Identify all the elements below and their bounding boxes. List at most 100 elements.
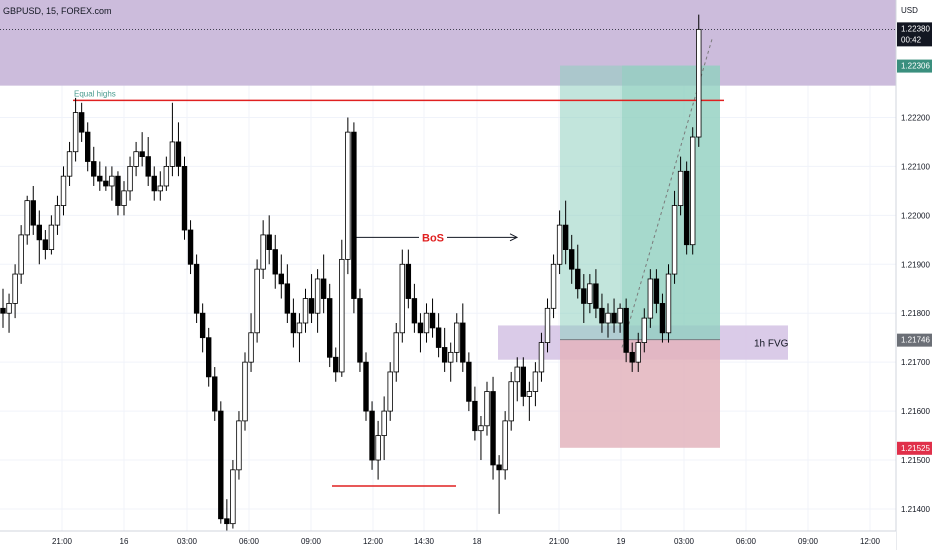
candle-bear [593,283,599,309]
time-tick-label: 19 [617,537,626,546]
candle-bear [42,239,49,250]
price-tick-label: 1.21800 [901,309,930,318]
candle-bull [544,307,551,343]
candle-bear [369,410,375,461]
candle-bull [127,165,133,192]
candle-bear [599,307,605,324]
time-tick-label: 06:00 [239,537,260,546]
candle-bull [647,278,654,319]
time-tick-label: 16 [120,537,129,546]
candle-bear [278,273,284,285]
candle-bear [175,141,182,167]
candle-bull [526,391,533,397]
candle-bull [393,332,399,373]
candle-bear [405,263,412,299]
candle-bear [218,410,224,520]
candle-bear [139,151,145,158]
candle-bull [60,175,67,206]
currency-label: USD [901,6,918,15]
candles [0,14,702,539]
price-tick-label: 1.22000 [901,211,930,220]
candle-bear [320,278,327,299]
candle-bear [623,307,629,353]
time-tick-label: 21:00 [52,537,73,546]
candle-bull [54,205,61,226]
candle-bear [266,234,272,250]
time-tick-label: 09:00 [798,537,819,546]
candle-bear [193,263,200,314]
time-tick-label: 21:00 [549,537,570,546]
candle-bear [205,337,212,378]
candle-bull [375,435,381,461]
stop-loss-value: 1.21525 [901,444,930,453]
price-tick-label: 1.22100 [901,162,930,171]
candle-bull [677,170,684,206]
candle-bear [351,131,357,299]
candle-bull [508,381,514,422]
candle-bear [36,224,42,241]
candle-bull [556,224,563,265]
candle-bear [151,175,157,192]
candle-bull [514,366,520,383]
candle-bear [460,322,466,363]
price-tick-label: 1.21700 [901,358,930,367]
candle-bear [562,224,569,250]
current-price-value: 1.22380 [901,24,930,33]
entry-price-tag: 1.21746 [897,333,932,347]
candle-bear [659,303,666,334]
take-profit-tag: 1.22306 [897,59,932,73]
candle-bull [399,263,405,334]
candle-bear [97,175,103,182]
candle-bull [236,420,242,471]
candle-bear [85,131,91,162]
candle-bear [308,298,315,314]
candle-bear [212,376,218,412]
time-tick-label: 14:30 [414,537,435,546]
candle-bear [683,170,690,246]
candle-bear [611,312,617,324]
candle-bull [6,303,12,314]
entry-price-value: 1.21746 [901,336,930,345]
bos-arrow-icon [509,233,519,242]
take-profit-value: 1.22306 [901,62,930,71]
candle-bull [484,391,490,427]
time-tick-label: 06:00 [736,537,757,546]
candle-bull [314,278,321,314]
candle-bull [24,200,30,236]
candle-bear [429,312,436,329]
candle-bear [91,161,97,177]
candle-countdown: 00:42 [901,35,922,44]
candle-bull [454,322,460,353]
candle-bear [363,361,369,412]
price-tick-label: 1.21900 [901,260,930,269]
candle-bull [121,190,127,206]
price-tick-label: 1.21400 [901,505,930,514]
time-tick-label: 03:00 [674,537,695,546]
candle-bear [30,200,36,226]
bos-label: BoS [422,232,444,244]
stop-loss-tag: 1.21525 [897,441,932,455]
candle-bear [441,347,448,363]
candle-bull [48,224,55,250]
candle-bear [417,322,424,334]
candle-bull [248,332,254,363]
candle-bear [333,356,339,373]
candle-bull [163,165,170,187]
price-tick-label: 1.22200 [901,113,930,122]
candle-bull [665,273,672,334]
candle-bear [435,327,442,348]
candle-bear [411,298,418,324]
candle-bear [272,249,278,275]
candle-bear [581,288,587,304]
candle-bear [187,229,194,265]
candle-bull [671,205,678,275]
candle-bear [653,278,660,304]
candle-bear [466,361,472,402]
time-axis[interactable] [0,531,896,550]
candle-bull [254,268,260,334]
candle-bull [18,234,24,275]
candle-bear [357,298,363,363]
candle-bull [157,185,163,192]
price-axis[interactable] [896,0,932,550]
